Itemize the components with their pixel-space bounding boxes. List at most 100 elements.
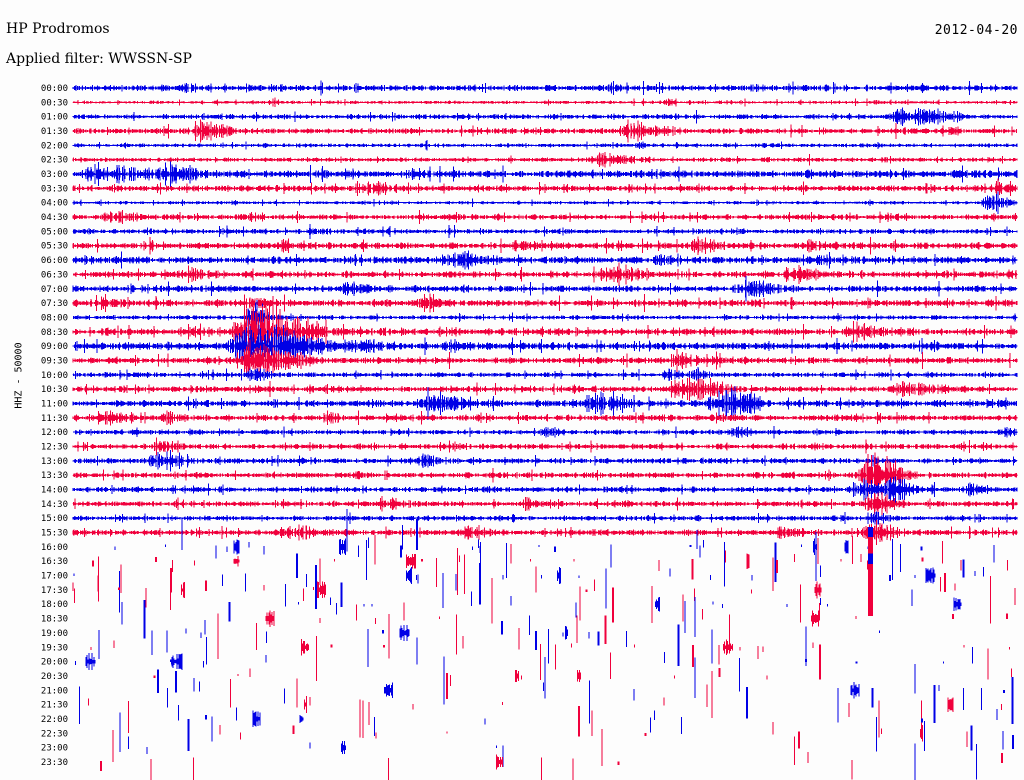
seismic-trace bbox=[72, 520, 1018, 546]
time-tick-label: 11:00 bbox=[41, 399, 68, 409]
time-tick-label: 22:30 bbox=[41, 729, 68, 739]
time-tick-label: 23:00 bbox=[41, 744, 68, 754]
seismic-trace bbox=[72, 386, 1018, 421]
seismic-trace bbox=[72, 140, 1018, 151]
time-tick-label: 14:30 bbox=[41, 500, 68, 510]
time-tick-label: 18:00 bbox=[41, 600, 68, 610]
time-tick-label: 10:00 bbox=[41, 371, 68, 381]
time-tick-label: 07:30 bbox=[41, 299, 68, 309]
seismic-trace bbox=[72, 437, 1018, 456]
seismic-trace bbox=[90, 622, 1010, 670]
applied-filter-label: Applied filter: WWSSN-SP bbox=[6, 51, 192, 67]
time-tick-label: 11:30 bbox=[41, 414, 68, 424]
time-tick-label: 02:30 bbox=[41, 156, 68, 166]
seismic-trace bbox=[99, 729, 1004, 780]
seismic-trace bbox=[72, 293, 1018, 313]
time-tick-label: 05:30 bbox=[41, 242, 68, 252]
seismic-trace bbox=[72, 450, 1018, 472]
seismic-trace bbox=[72, 492, 1018, 516]
seismic-trace bbox=[72, 410, 1018, 426]
seismic-trace bbox=[72, 366, 1018, 383]
time-tick-label: 01:30 bbox=[41, 127, 68, 137]
time-tick-label: 02:00 bbox=[41, 141, 68, 151]
seismic-trace bbox=[72, 425, 1018, 439]
seismic-trace bbox=[72, 377, 1018, 401]
time-tick-label: 20:30 bbox=[41, 672, 68, 682]
time-tick-label: 01:00 bbox=[41, 113, 68, 123]
time-tick-label: 19:30 bbox=[41, 643, 68, 653]
time-tick-label: 07:00 bbox=[41, 285, 68, 295]
seismic-trace bbox=[72, 161, 1018, 187]
seismic-traces bbox=[72, 80, 1018, 780]
seismic-trace bbox=[121, 565, 962, 639]
time-tick-label: 09:30 bbox=[41, 356, 68, 366]
seismic-trace bbox=[72, 178, 1018, 199]
seismic-trace bbox=[72, 152, 1018, 168]
time-tick-label: 23:30 bbox=[41, 758, 68, 768]
seismic-trace bbox=[72, 452, 1018, 498]
seismic-trace bbox=[92, 534, 1009, 602]
seismic-trace bbox=[217, 576, 1008, 660]
seismic-trace bbox=[72, 304, 1018, 359]
seismic-trace bbox=[72, 250, 1018, 270]
record-date: 2012-04-20 bbox=[934, 23, 1018, 38]
seismic-trace bbox=[72, 80, 1018, 96]
seismic-trace bbox=[72, 236, 1018, 255]
page-title: HP Prodromos bbox=[6, 21, 110, 37]
seismic-trace bbox=[72, 324, 1018, 368]
seismic-trace bbox=[72, 223, 1018, 239]
seismic-trace bbox=[72, 339, 1018, 382]
time-tick-label: 04:00 bbox=[41, 199, 68, 209]
time-tick-label: 21:00 bbox=[41, 686, 68, 696]
seismic-trace bbox=[72, 97, 1018, 107]
seismic-trace bbox=[72, 119, 1018, 143]
time-tick-label: 20:00 bbox=[41, 658, 68, 668]
time-tick-label: 15:30 bbox=[41, 529, 68, 539]
time-tick-label: 06:00 bbox=[41, 256, 68, 266]
time-tick-label: 00:00 bbox=[41, 84, 68, 94]
time-tick-label: 09:00 bbox=[41, 342, 68, 352]
seismic-trace bbox=[72, 299, 1018, 336]
seismic-trace bbox=[112, 699, 968, 762]
time-tick-label: 22:00 bbox=[41, 715, 68, 725]
time-tick-label: 05:00 bbox=[41, 227, 68, 237]
time-tick-label: 12:00 bbox=[41, 428, 68, 438]
seismic-trace bbox=[119, 712, 1015, 780]
seismic-trace bbox=[153, 635, 1013, 719]
seismic-trace bbox=[72, 191, 1018, 214]
time-tick-label: 06:30 bbox=[41, 270, 68, 280]
seismic-trace bbox=[73, 532, 985, 613]
time-tick-label: 12:30 bbox=[41, 443, 68, 453]
time-tick-label: 13:30 bbox=[41, 471, 68, 481]
time-tick-label: 08:00 bbox=[41, 313, 68, 323]
time-tick-label: 14:00 bbox=[41, 486, 68, 496]
time-tick-label: 04:30 bbox=[41, 213, 68, 223]
time-tick-label: 15:00 bbox=[41, 514, 68, 524]
time-tick-label: 00:30 bbox=[41, 98, 68, 108]
seismic-trace bbox=[98, 597, 881, 668]
seismic-trace bbox=[72, 476, 1018, 503]
seismic-trace bbox=[72, 210, 1018, 225]
seismic-trace bbox=[87, 678, 1003, 740]
time-tick-label: 21:30 bbox=[41, 701, 68, 711]
seismic-trace bbox=[72, 511, 1018, 525]
time-tick-label: 16:30 bbox=[41, 557, 68, 567]
time-tick-label: 08:30 bbox=[41, 328, 68, 338]
time-tick-label: 16:00 bbox=[41, 543, 68, 553]
time-tick-label: 03:00 bbox=[41, 170, 68, 180]
seismic-trace bbox=[177, 677, 1014, 742]
seismic-trace bbox=[74, 624, 973, 705]
seismic-trace bbox=[72, 275, 1018, 302]
time-tick-label: 17:00 bbox=[41, 572, 68, 582]
seismic-trace bbox=[72, 547, 1016, 624]
seismic-trace bbox=[72, 107, 1018, 127]
seismic-trace bbox=[78, 663, 1005, 724]
time-tick-label: 13:00 bbox=[41, 457, 68, 467]
time-tick-label: 10:30 bbox=[41, 385, 68, 395]
seismic-trace bbox=[72, 262, 1018, 287]
time-tick-label: 18:30 bbox=[41, 615, 68, 625]
time-tick-labels: 00:00 00:30 01:00 01:30 02:00 02:30 03:00 03:30… bbox=[41, 84, 68, 768]
